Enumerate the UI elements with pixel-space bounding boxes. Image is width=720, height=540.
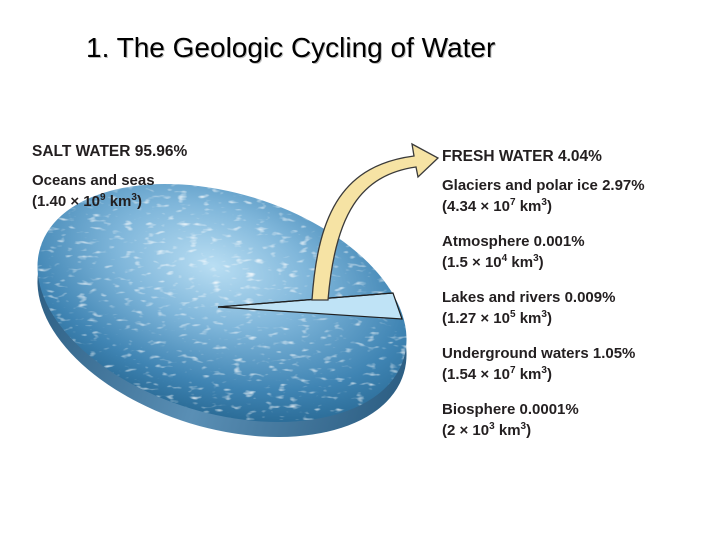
biosphere-label: Biosphere 0.0001% xyxy=(442,401,579,418)
underground-waters-label: Underground waters 1.05% xyxy=(442,345,636,362)
underground-waters-volume: (1.54 × 107 km3) xyxy=(442,365,552,384)
oceans-seas-label: Oceans and seas xyxy=(32,172,155,189)
wedge-divider xyxy=(217,292,394,308)
atmosphere-label: Atmosphere 0.001% xyxy=(442,233,585,250)
fresh-water-arrow xyxy=(311,142,440,301)
biosphere-volume: (2 × 103 km3) xyxy=(442,421,532,440)
slide-title: 1. The Geologic Cycling of Water xyxy=(86,32,496,63)
glaciers-volume: (4.34 × 107 km3) xyxy=(442,197,552,216)
fresh-water-heading: FRESH WATER 4.04% xyxy=(442,148,602,165)
salt-water-heading: SALT WATER 95.96% xyxy=(32,143,188,160)
atmosphere-volume: (1.5 × 104 km3) xyxy=(442,253,544,272)
lakes-rivers-volume: (1.27 × 105 km3) xyxy=(442,309,552,328)
glaciers-label: Glaciers and polar ice 2.97% xyxy=(442,177,645,194)
lakes-rivers-label: Lakes and rivers 0.009% xyxy=(442,289,616,306)
oceans-seas-volume: (1.40 × 109 km3) xyxy=(32,192,142,211)
